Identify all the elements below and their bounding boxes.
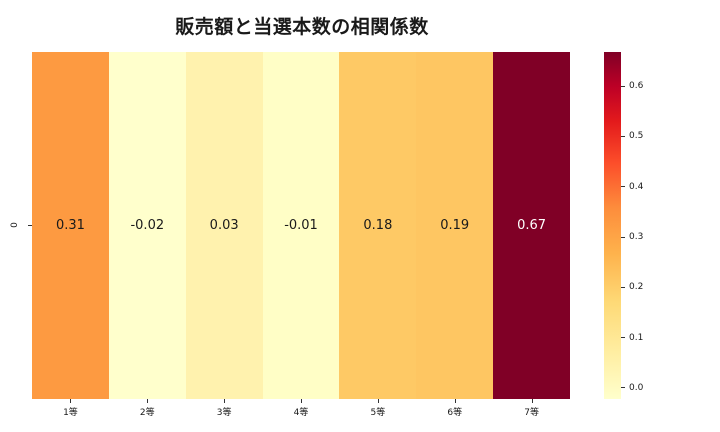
x-tick-label: 5等 [339,399,416,418]
colorbar-tick: 0.5 [621,131,643,141]
x-tick-label: 3等 [186,399,263,418]
x-tick-label: 7等 [493,399,570,418]
heatmap-cell: -0.01 [263,52,340,399]
cell-value: 0.31 [56,218,85,233]
cell-value: 0.19 [440,218,469,233]
colorbar-tick-label: 0.3 [629,232,643,242]
x-tick-label: 1等 [32,399,109,418]
colorbar-tick-mark [621,387,625,388]
colorbar-tick-label: 0.5 [629,131,643,141]
cell-value: -0.02 [130,218,164,233]
colorbar-tick-label: 0.1 [629,333,643,343]
x-tick-label: 2等 [109,399,186,418]
cell-value: 0.18 [363,218,392,233]
heatmap-cell: 0.19 [416,52,493,399]
heatmap-cell: -0.02 [109,52,186,399]
colorbar-tick-label: 0.0 [629,383,643,393]
heatmap-cell: 0.18 [339,52,416,399]
colorbar-tick-label: 0.4 [629,182,643,192]
y-tick-label: 0 [10,222,20,228]
colorbar-tick: 0.2 [621,282,643,292]
x-tick-label: 4等 [263,399,340,418]
colorbar-tick: 0.3 [621,232,643,242]
colorbar-tick: 0.4 [621,182,643,192]
cell-value: 0.67 [517,218,546,233]
heatmap-cell: 0.31 [32,52,109,399]
cell-value: -0.01 [284,218,318,233]
cell-value: 0.03 [210,218,239,233]
colorbar-tick: 0.1 [621,333,643,343]
heatmap-cell: 0.03 [186,52,263,399]
y-tick-mark [28,225,32,226]
colorbar [604,52,621,399]
x-axis: 1等 2等 3等 4等 5等 6等 7等 [32,399,570,418]
colorbar-tick-mark [621,287,625,288]
x-tick-label: 6等 [416,399,493,418]
colorbar-tick-mark [621,86,625,87]
chart-title: 販売額と当選本数の相関係数 [0,12,604,39]
colorbar-tick-mark [621,136,625,137]
colorbar-tick: 0.0 [621,383,643,393]
colorbar-tick-mark [621,186,625,187]
colorbar-tick: 0.6 [621,81,643,91]
heatmap-grid: 0.31 -0.02 0.03 -0.01 0.18 0.19 0.67 [32,52,570,399]
colorbar-tick-label: 0.2 [629,282,643,292]
colorbar-tick-mark [621,337,625,338]
heatmap-cell: 0.67 [493,52,570,399]
colorbar-tick-mark [621,237,625,238]
colorbar-tick-label: 0.6 [629,81,643,91]
